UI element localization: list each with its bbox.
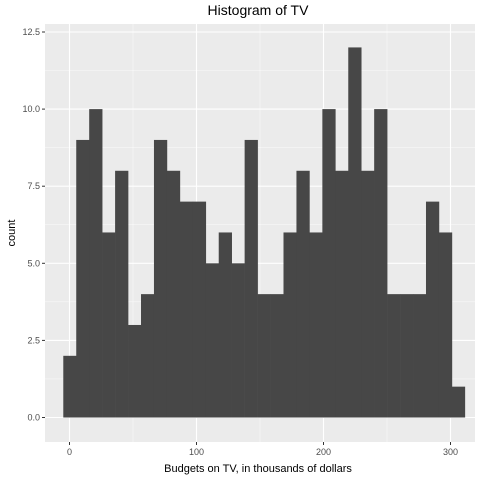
- histogram-bar: [102, 232, 116, 418]
- histogram-bar: [115, 170, 129, 418]
- y-tick-label: 5.0: [27, 258, 40, 268]
- y-axis-ticks: 0.0 2.5 5.0 7.5 10.0 12.5: [22, 27, 45, 422]
- histogram-bar: [218, 232, 232, 418]
- histogram-bar: [400, 294, 414, 418]
- histogram-bar: [309, 232, 323, 418]
- y-tick-label: 12.5: [22, 27, 40, 37]
- y-tick-label: 0.0: [27, 412, 40, 422]
- histogram-bar: [335, 170, 349, 418]
- histogram-bar: [387, 294, 401, 418]
- histogram-bar: [166, 170, 181, 418]
- histogram-bar: [244, 139, 258, 418]
- histogram-bar: [451, 386, 466, 418]
- histogram-bar: [270, 294, 284, 418]
- histogram-bar: [257, 294, 271, 418]
- histogram-bar: [413, 294, 427, 418]
- histogram-bar: [231, 263, 245, 418]
- histogram-bar: [283, 232, 297, 418]
- histogram-bar: [128, 324, 142, 418]
- x-tick-label: 0: [67, 447, 72, 457]
- y-tick-label: 2.5: [27, 335, 40, 345]
- x-axis-title: Budgets on TV, in thousands of dollars: [164, 463, 352, 475]
- y-tick-label: 10.0: [22, 104, 40, 114]
- histogram-bars: [63, 47, 466, 418]
- histogram-bar: [438, 232, 453, 418]
- histogram-bar: [374, 109, 388, 418]
- histogram-bar: [192, 201, 207, 418]
- histogram-bar: [296, 170, 310, 418]
- histogram-bar: [425, 201, 440, 418]
- y-tick-label: 7.5: [27, 181, 40, 191]
- histogram-bar: [179, 201, 194, 418]
- x-tick-label: 100: [189, 447, 204, 457]
- chart-title: Histogram of TV: [208, 2, 310, 18]
- histogram-bar: [348, 47, 362, 418]
- x-tick-label: 300: [443, 447, 458, 457]
- x-axis-ticks: 0 100 200 300: [67, 442, 458, 457]
- histogram-bar: [76, 139, 90, 418]
- histogram-bar: [322, 109, 336, 418]
- histogram-bar: [205, 263, 220, 418]
- histogram-bar: [361, 170, 375, 418]
- histogram-bar: [141, 294, 155, 418]
- histogram-bar: [89, 109, 103, 418]
- x-tick-label: 200: [316, 447, 331, 457]
- histogram-bar: [63, 355, 77, 418]
- y-axis-title: count: [6, 220, 18, 247]
- histogram-bar: [153, 139, 168, 418]
